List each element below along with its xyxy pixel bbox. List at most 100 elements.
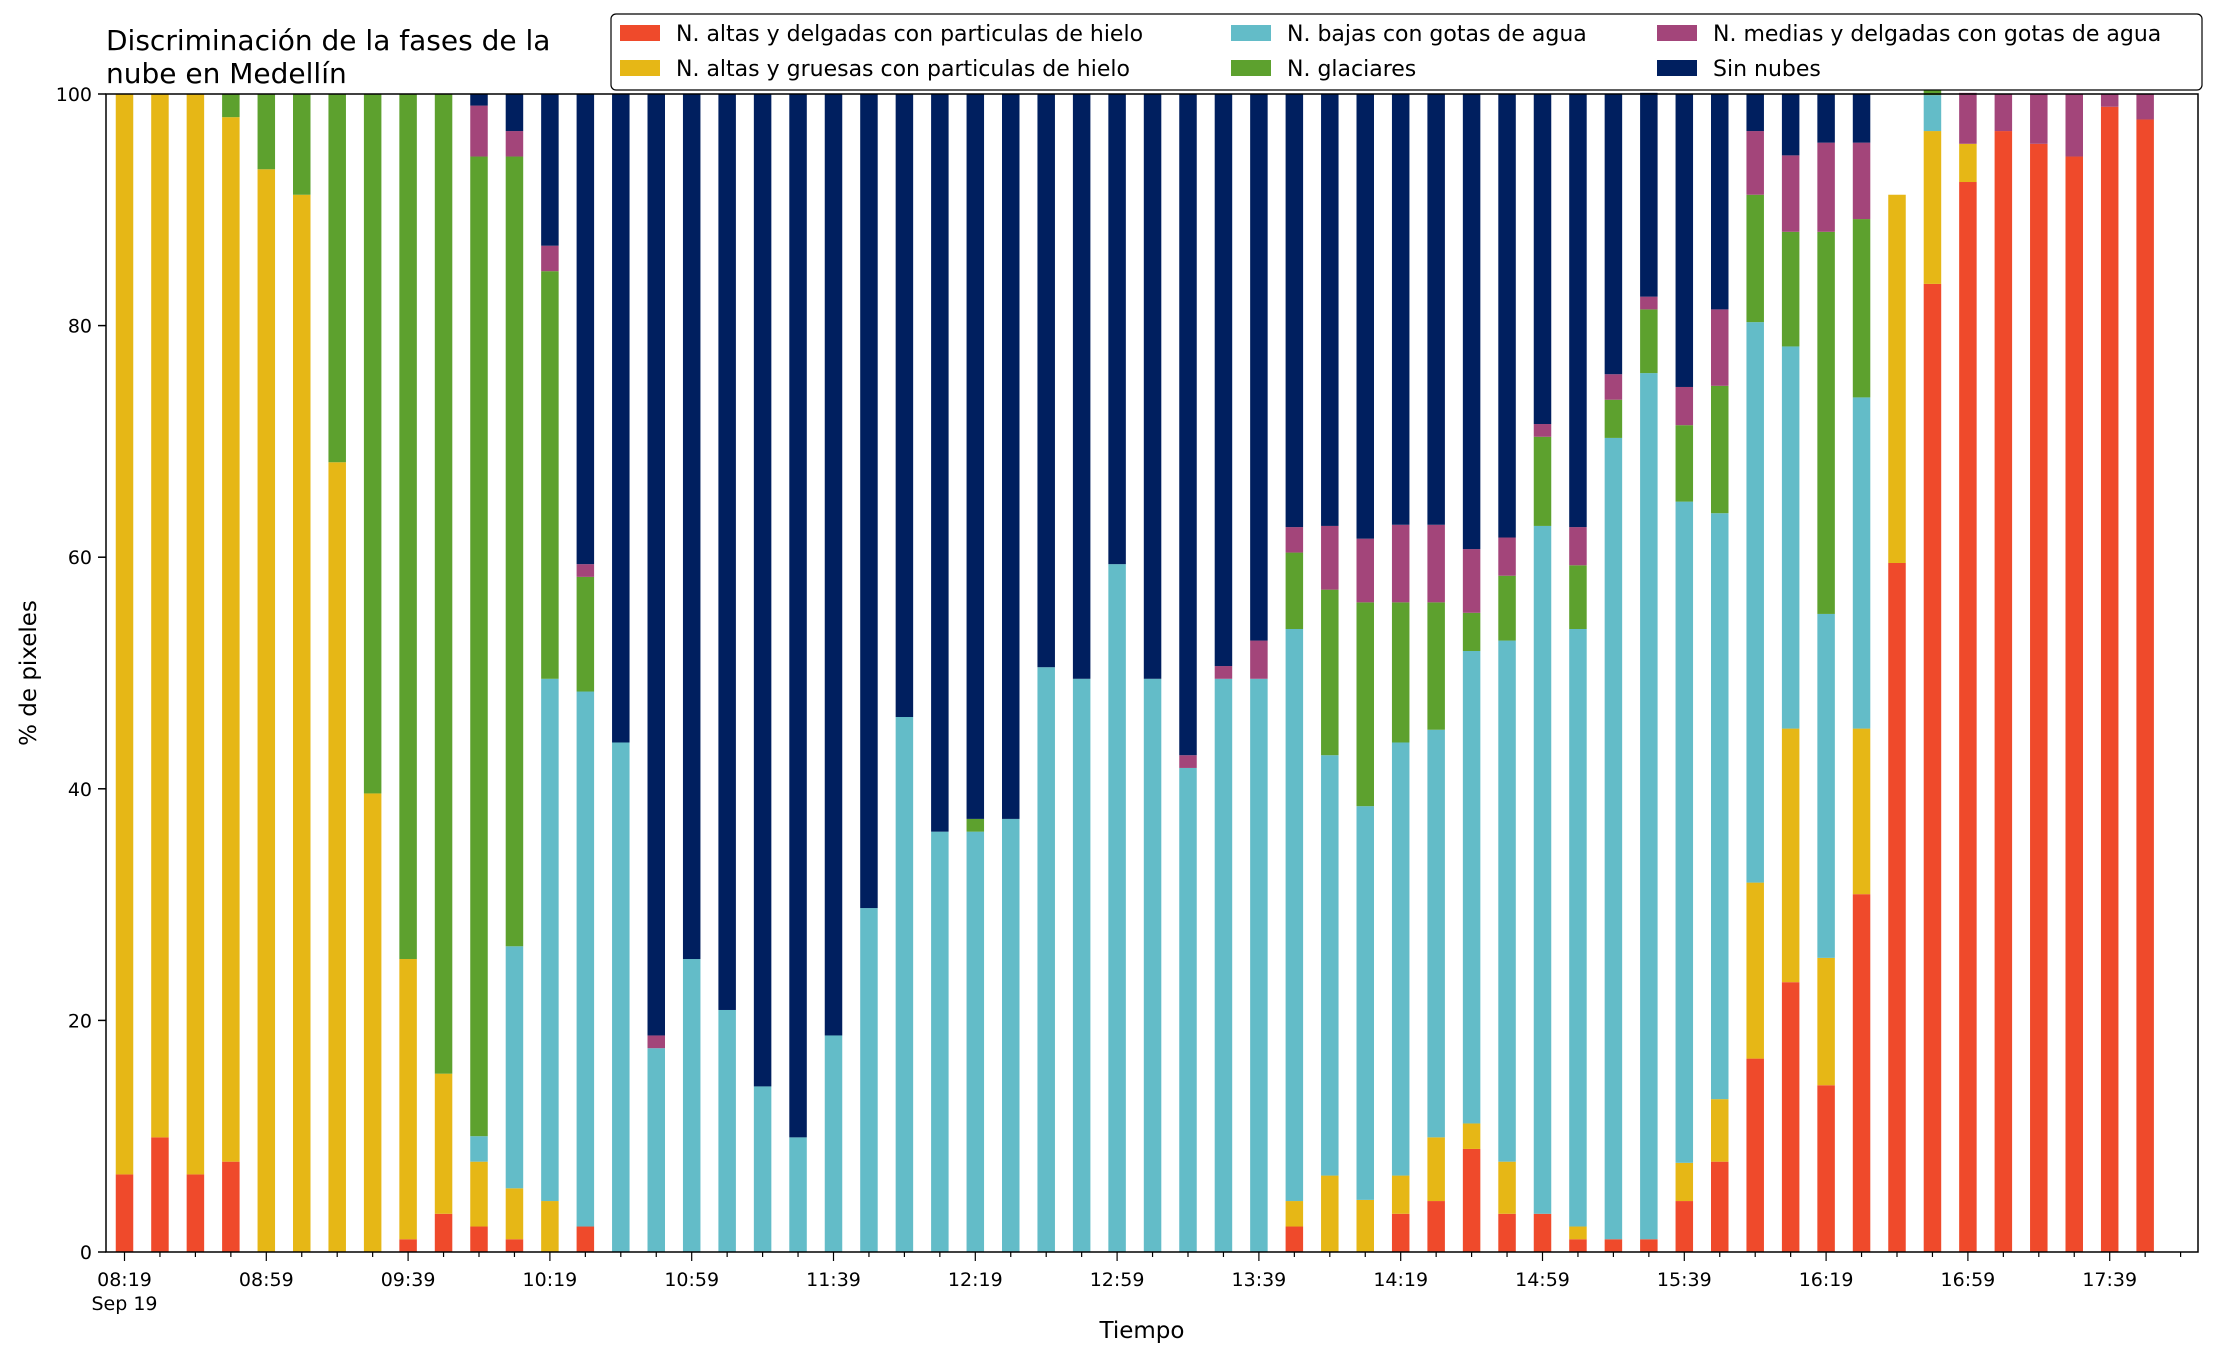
legend-entry: Sin nubes [1713, 57, 1821, 82]
bar-segment-s1-33 [1285, 1201, 1304, 1227]
bar-segment-s0-8 [399, 1239, 417, 1252]
bar-segment-s5-23 [931, 94, 949, 832]
bar-segment-s2-44 [1675, 501, 1694, 1163]
bar-segment-s2-15 [647, 1048, 665, 1252]
bar-segment-s3-3 [222, 94, 240, 118]
bar-segment-s4-38 [1462, 549, 1481, 613]
bar-stack-14:29 [1427, 94, 1445, 1252]
bar-segment-s5-42 [1604, 94, 1623, 375]
bar-stack-14:39 [1462, 94, 1481, 1252]
bar-stack-16:59 [1959, 92, 1977, 1252]
bar-segment-s4-47 [1781, 155, 1800, 232]
bar-stack-12:39 [1037, 94, 1055, 1252]
bar-stack-10:29 [576, 94, 595, 1252]
bar-segment-s4-46 [1746, 131, 1764, 195]
bar-segment-s5-24 [966, 94, 985, 819]
bar-segment-s0-45 [1711, 1161, 1729, 1252]
bar-segment-s5-38 [1462, 94, 1481, 550]
bar-segment-s0-42 [1604, 1239, 1623, 1252]
bar-segment-s3-6 [328, 94, 346, 463]
bar-segment-s2-38 [1462, 650, 1481, 1124]
bar-stack-17:19 [2030, 94, 2048, 1253]
bar-stack-08:49 [222, 94, 240, 1252]
bar-segment-s2-28 [1108, 564, 1126, 1252]
x-tick-label: 08:19 [97, 1269, 152, 1291]
bar-stack-10:49 [647, 94, 665, 1252]
bar-segment-s3-49 [1852, 219, 1871, 398]
bar-segment-s5-29 [1143, 94, 1162, 679]
bar-segment-s3-46 [1746, 194, 1764, 323]
bar-segment-s3-13 [576, 576, 595, 692]
y-tick-label: 60 [68, 547, 92, 569]
bar-segment-s4-34 [1321, 525, 1339, 590]
bar-stack-14:19 [1391, 94, 1410, 1252]
bar-segment-s5-10 [470, 94, 488, 106]
bar-stack-14:09 [1356, 94, 1374, 1252]
bar-segment-s0-2 [186, 1174, 205, 1252]
bar-segment-s5-27 [1072, 94, 1091, 679]
bar-segment-s1-2 [186, 94, 205, 1175]
bar-segment-s2-30 [1179, 767, 1197, 1252]
bar-segment-s2-26 [1037, 667, 1055, 1252]
bar-stack-09:39 [399, 94, 417, 1252]
bar-segment-s3-8 [399, 94, 417, 960]
y-tick-label: 100 [56, 84, 92, 106]
bar-segment-s2-24 [966, 831, 985, 1252]
bar-segment-s5-20 [824, 94, 843, 1036]
bar-segment-s1-9 [434, 1073, 453, 1214]
bar-segment-s4-33 [1285, 527, 1304, 553]
bar-segment-s2-40 [1533, 525, 1552, 1214]
bar-segment-s2-11 [505, 946, 524, 1189]
bar-segment-s1-36 [1391, 1175, 1410, 1214]
bar-stack-09:49 [434, 94, 453, 1252]
bar-segment-s3-5 [293, 94, 311, 195]
bar-segment-s2-12 [541, 678, 559, 1202]
bar-segment-s2-17 [718, 1009, 736, 1252]
bar-segment-s3-33 [1285, 552, 1304, 629]
bar-segment-s1-37 [1427, 1137, 1445, 1202]
bar-stack-13:29 [1214, 94, 1233, 1252]
bar-stack-10:19 [541, 94, 559, 1252]
bar-segment-s3-7 [363, 94, 382, 794]
bar-segment-s1-47 [1781, 728, 1800, 983]
y-axis: 0 20 40 60 80 100 [56, 84, 106, 1264]
bar-segment-s2-36 [1391, 742, 1410, 1176]
bar-segment-s5-21 [860, 94, 878, 909]
bar-stack-17:29 [2065, 94, 2083, 1253]
bar-segment-s5-49 [1852, 94, 1871, 143]
bar-segment-s1-38 [1462, 1123, 1481, 1149]
bar-segment-s5-11 [505, 94, 524, 132]
bar-segment-s1-4 [257, 169, 276, 1252]
bar-segment-s3-43 [1640, 309, 1658, 374]
bar-segment-s5-32 [1250, 94, 1268, 641]
bar-segment-s1-5 [293, 194, 311, 1253]
bar-segment-s5-43 [1640, 92, 1658, 297]
bar-segment-s2-48 [1817, 613, 1835, 958]
bar-segment-s1-44 [1675, 1162, 1694, 1202]
bar-stack-16:29 [1852, 94, 1871, 1252]
bar-segment-s4-53 [1994, 94, 2013, 132]
bar-stack-08:19 [115, 94, 134, 1252]
bar-segment-s2-19 [789, 1137, 807, 1252]
bar-stack-17:39 [2100, 94, 2119, 1252]
bar-stack-13:09 [1143, 94, 1162, 1252]
legend-entry: N. altas y delgadas con particulas de hi… [676, 22, 1143, 47]
bar-segment-s3-24 [966, 818, 985, 832]
bar-stack-11:29 [789, 94, 807, 1252]
bar-stack-12:19 [966, 94, 985, 1252]
bar-segment-s2-34 [1321, 755, 1339, 1176]
bar-stack-14:49 [1498, 94, 1516, 1252]
bar-segment-s0-39 [1498, 1213, 1516, 1252]
bar-segment-s5-47 [1781, 94, 1800, 156]
bar-segment-s3-34 [1321, 589, 1339, 756]
bar-segment-s2-20 [824, 1035, 843, 1252]
bar-segment-s4-41 [1569, 527, 1587, 566]
bar-stack-08:39 [186, 94, 205, 1252]
bar-segment-s2-18 [753, 1086, 772, 1252]
bar-segment-s4-10 [470, 105, 488, 157]
legend-swatch [1657, 60, 1697, 76]
bar-segment-s5-16 [682, 94, 701, 960]
bar-segment-s0-13 [576, 1226, 595, 1252]
bar-segment-s2-25 [1002, 818, 1020, 1252]
